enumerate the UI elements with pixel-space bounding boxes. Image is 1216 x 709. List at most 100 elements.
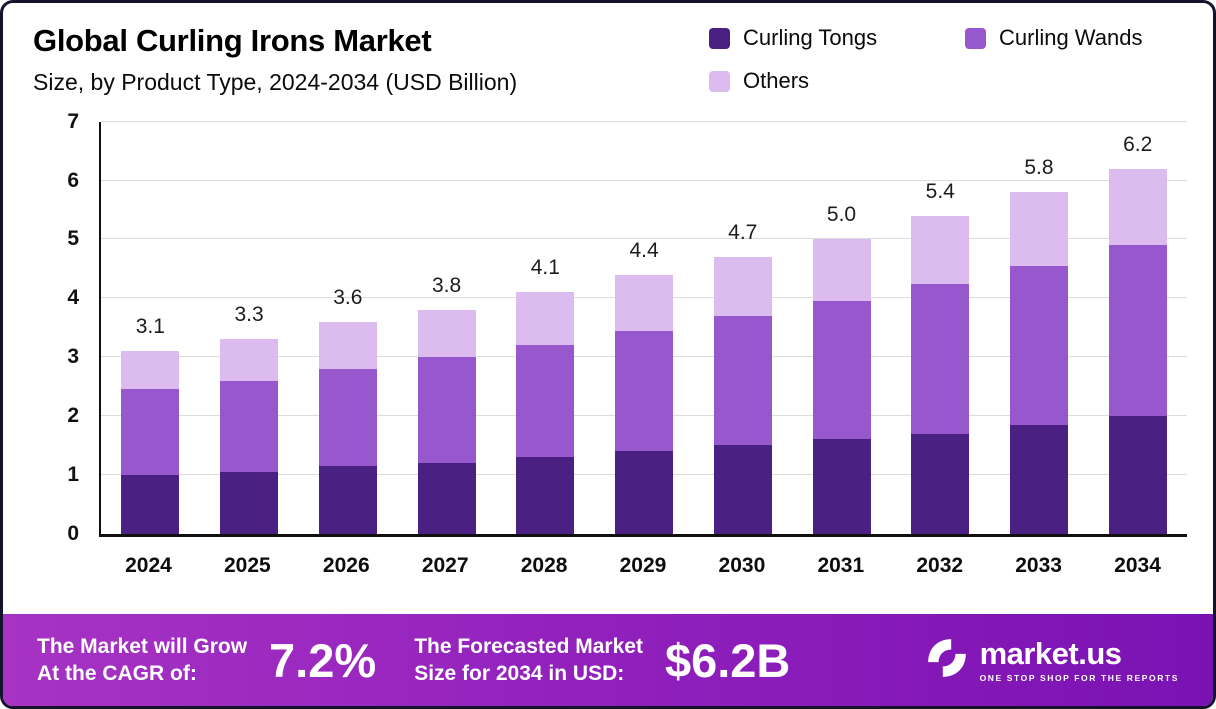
- bar-stack: [220, 122, 279, 534]
- legend-swatch-curling-wands: [965, 27, 986, 49]
- legend-item-curling-tongs: Curling Tongs: [709, 25, 965, 51]
- cagr-label-line2: At the CAGR of:: [37, 662, 197, 685]
- bar-segment-curling-tongs: [911, 433, 970, 534]
- bar-segment-others: [417, 310, 476, 358]
- bar-segment-curling-wands: [121, 389, 180, 475]
- bar-segment-curling-tongs: [417, 463, 476, 534]
- x-tick-label: 2026: [322, 553, 370, 577]
- legend-swatch-curling-tongs: [709, 27, 730, 49]
- bar-total-label: 5.8: [1024, 156, 1054, 180]
- bar-total-label: 5.4: [925, 179, 955, 203]
- cagr-value: 7.2%: [269, 633, 377, 687]
- bar-group-2026: 3.6: [298, 122, 397, 534]
- bar-segment-curling-wands: [220, 380, 279, 472]
- bar-segment-others: [121, 351, 180, 390]
- bar-segment-others: [1009, 192, 1068, 266]
- bar-total-label: 4.7: [728, 221, 758, 245]
- bar-segment-curling-tongs: [318, 465, 377, 534]
- bar-group-2028: 4.1: [496, 122, 595, 534]
- bar-segment-curling-wands: [615, 330, 674, 452]
- bar-segment-curling-tongs: [1108, 415, 1167, 534]
- bar-group-2034: 6.2: [1088, 122, 1187, 534]
- bar-segment-others: [812, 239, 871, 302]
- bar-segment-others: [516, 292, 575, 346]
- y-tick-label: 2: [67, 403, 79, 427]
- bar-stack: [1009, 122, 1068, 534]
- bar-stack: [417, 122, 476, 534]
- bar-stack: [516, 122, 575, 534]
- x-tick-label: 2025: [224, 553, 271, 577]
- bar-segment-curling-tongs: [220, 471, 279, 534]
- bar-segment-others: [615, 274, 674, 331]
- bar-total-label: 5.0: [826, 203, 857, 227]
- bar-total-label: 4.4: [629, 238, 659, 262]
- y-tick-label: 7: [67, 109, 79, 133]
- x-tick-label: 2031: [817, 553, 865, 577]
- page-title: Global Curling Irons Market: [33, 23, 432, 58]
- marketus-logo-icon: [924, 635, 970, 686]
- bar-total-label: 3.3: [234, 303, 264, 327]
- x-tick-label: 2028: [520, 553, 568, 577]
- bar-group-2031: 5.0: [792, 122, 891, 534]
- bar-stack: [318, 122, 377, 534]
- y-tick-label: 0: [67, 521, 79, 545]
- x-tick-label: 2032: [916, 553, 964, 577]
- bar-segment-curling-wands: [1009, 265, 1068, 425]
- bar-total-label: 3.6: [333, 285, 363, 309]
- bar-segment-curling-tongs: [615, 451, 674, 534]
- plot-area: 3.1 3.3 3.6 3.8 4.1 4.4 4.7 5.0 5.4 5.8 6.2 0 1 2 3 4 5…: [67, 110, 1187, 545]
- bar-segment-curling-tongs: [516, 457, 575, 534]
- brand-name: market.us: [979, 635, 1122, 671]
- legend-swatch-others: [709, 70, 730, 92]
- brand-text: market.us ONE STOP SHOP FOR THE REPORTS: [980, 638, 1179, 683]
- bar-segment-curling-tongs: [121, 474, 180, 534]
- bar-group-2027: 3.8: [397, 122, 496, 534]
- bar-stack: [615, 122, 674, 534]
- forecast-label-line2: Size for 2034 in USD:: [414, 662, 625, 685]
- legend-label: Curling Wands: [999, 25, 1143, 50]
- x-tick-label: 2029: [619, 553, 667, 577]
- x-tick-label: 2027: [421, 553, 469, 577]
- forecast-value: $6.2B: [664, 633, 791, 687]
- legend-item-others: Others: [709, 68, 965, 94]
- brand-lockup: market.us ONE STOP SHOP FOR THE REPORTS: [924, 635, 1183, 686]
- bar-stack: [713, 122, 772, 534]
- title-block: Global Curling Irons Market Size, by Pro…: [33, 23, 517, 96]
- bar-segment-others: [713, 257, 772, 316]
- bar-segment-curling-wands: [318, 368, 377, 466]
- bar-segment-curling-wands: [713, 315, 772, 446]
- bar-segment-curling-wands: [911, 283, 970, 434]
- legend-label: Others: [743, 68, 810, 93]
- gridline: [101, 238, 1187, 240]
- bar-total-label: 6.2: [1123, 132, 1153, 156]
- cagr-label: The Market will Grow At the CAGR of:: [37, 633, 247, 688]
- bar-segment-curling-wands: [516, 345, 575, 458]
- forecast-label-line1: The Forecasted Market: [414, 634, 643, 658]
- brand-tagline: ONE STOP SHOP FOR THE REPORTS: [979, 672, 1179, 683]
- bar-segment-curling-tongs: [713, 445, 772, 534]
- y-tick-label: 5: [67, 227, 79, 251]
- cagr-label-line1: The Market will Grow: [37, 634, 248, 658]
- gridline: [101, 179, 1187, 181]
- bar-group-2033: 5.8: [990, 122, 1089, 534]
- bar-total-label: 4.1: [530, 256, 560, 280]
- bar-segment-curling-tongs: [812, 439, 871, 534]
- bar-group-2029: 4.4: [595, 122, 694, 534]
- bar-segment-others: [220, 339, 279, 381]
- bar-segment-curling-tongs: [1009, 424, 1068, 534]
- y-tick-label: 4: [67, 286, 79, 310]
- page-subtitle: Size, by Product Type, 2024-2034 (USD Bi…: [33, 68, 518, 95]
- bar-segment-others: [911, 215, 970, 284]
- bar-segment-curling-wands: [1108, 245, 1167, 416]
- bars-container: 3.1 3.3 3.6 3.8 4.1 4.4 4.7 5.0 5.4 5.8 6.2: [101, 122, 1187, 534]
- bar-total-label: 3.8: [431, 273, 462, 297]
- bar-group-2025: 3.3: [200, 122, 299, 534]
- bar-stack: [812, 122, 871, 534]
- bar-segment-curling-wands: [812, 301, 871, 440]
- bar-segment-others: [1108, 168, 1167, 246]
- bar-group-2032: 5.4: [891, 122, 990, 534]
- y-tick-label: 3: [67, 345, 79, 369]
- bar-segment-curling-wands: [417, 357, 476, 464]
- bar-group-2024: 3.1: [101, 122, 200, 534]
